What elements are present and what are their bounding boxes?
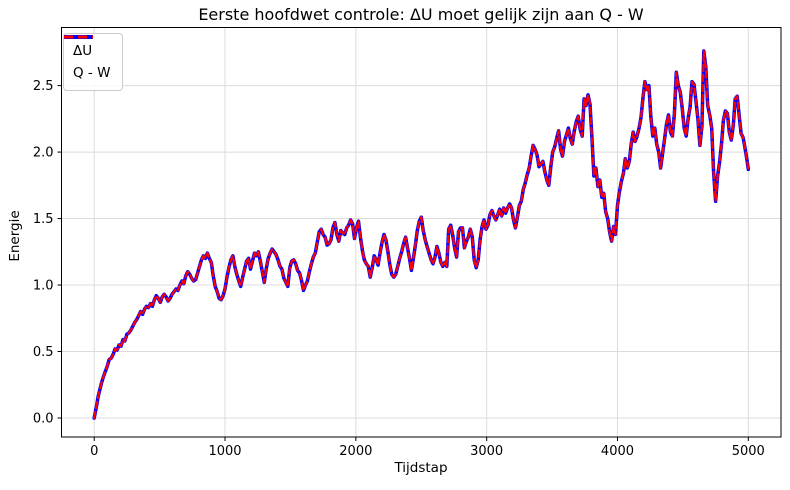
y-tick-label: 0.0 [33, 411, 54, 426]
x-tick-label: 4000 [601, 444, 634, 459]
legend-item-delta-u: ΔU [64, 35, 110, 62]
chart-title: Eerste hoofdwet controle: ΔU moet gelijk… [198, 5, 644, 24]
x-tick-label: 3000 [470, 444, 503, 459]
y-tick-label: 1.5 [33, 212, 54, 227]
x-tick-label: 1000 [208, 444, 241, 459]
legend-item-q-minus-w: Q - W [64, 35, 111, 84]
y-tick-label: 0.5 [33, 345, 54, 360]
legend-line-sample-dashed-icon [64, 35, 93, 39]
y-tick-label: 2.5 [33, 79, 54, 94]
x-tick-label: 2000 [339, 444, 372, 459]
y-axis-label: Energie [7, 210, 23, 262]
plot-border [61, 27, 782, 438]
legend-label-delta-u: ΔU [73, 43, 93, 59]
legend-label-q-minus-w: Q - W [73, 65, 111, 81]
legend: ΔU Q - W [63, 33, 124, 91]
x-axis-label: Tijdstap [394, 460, 448, 476]
y-tick-label: 1.0 [33, 279, 54, 294]
y-tick-label: 2.0 [33, 146, 54, 161]
series-line-delta-u [92, 49, 751, 420]
x-tick-label: 0 [90, 444, 98, 459]
series-line-q-minus-w [93, 49, 750, 420]
x-tick-label: 5000 [732, 444, 765, 459]
